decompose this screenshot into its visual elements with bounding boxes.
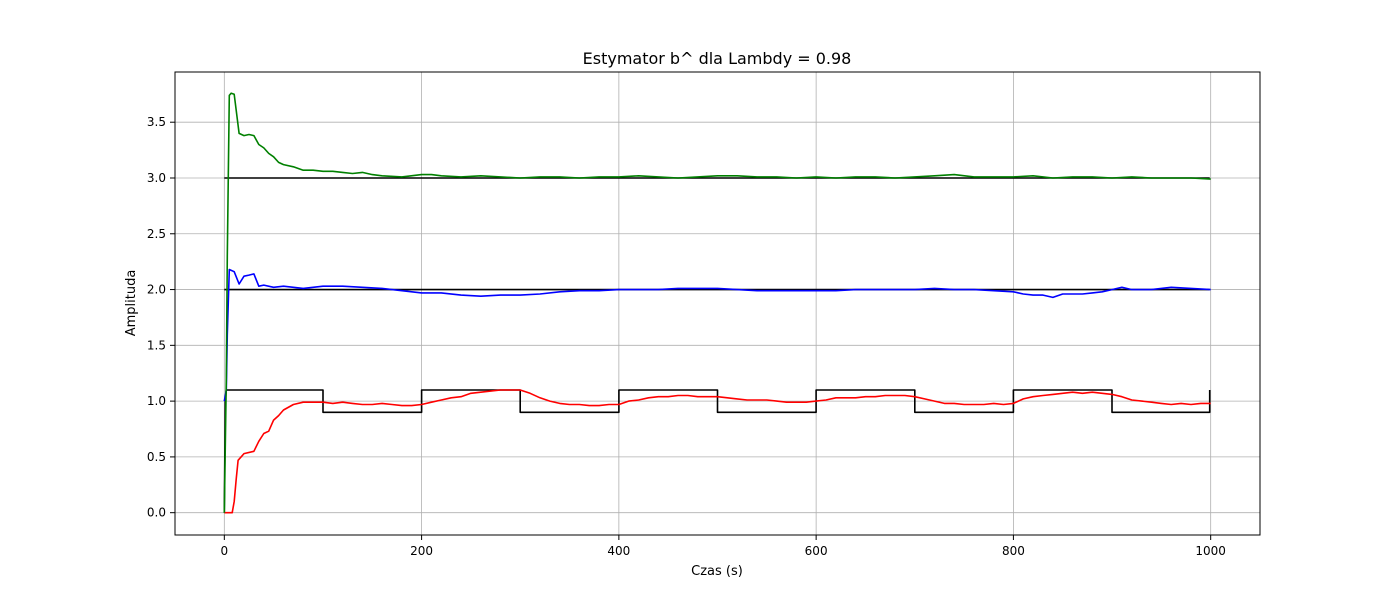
x-axis-ticks: 0 200 400 600 800 1000	[220, 535, 1226, 558]
y-tick-label: 1.5	[147, 338, 166, 352]
x-tick-label: 600	[805, 544, 828, 558]
y-tick-label: 0.5	[147, 450, 166, 464]
series-line-0	[223, 389, 1211, 513]
x-tick-label: 800	[1002, 544, 1025, 558]
chart-title: Estymator b^ dla Lambdy = 0.98	[583, 49, 852, 68]
series-lines	[223, 92, 1211, 514]
grid	[175, 72, 1260, 535]
y-tick-label: 3.0	[147, 171, 166, 185]
y-tick-label: 2.0	[147, 283, 166, 297]
series-line-4	[223, 268, 1211, 402]
plot-frame	[174, 71, 1261, 536]
y-tick-label: 3.5	[147, 115, 166, 129]
x-tick-label: 200	[410, 544, 433, 558]
x-tick-label: 0	[220, 544, 228, 558]
y-tick-label: 0.0	[147, 506, 166, 520]
series-line-3	[224, 389, 1211, 514]
y-tick-label: 1.0	[147, 394, 166, 408]
series-line-5	[223, 92, 1211, 513]
y-axis-label: Amplituda	[124, 270, 139, 337]
x-tick-label: 400	[607, 544, 630, 558]
x-tick-label: 1000	[1195, 544, 1226, 558]
y-axis-ticks: 0.0 0.5 1.0 1.5 2.0 2.5 3.0 3.5	[147, 115, 175, 520]
y-tick-label: 2.5	[147, 227, 166, 241]
x-axis-label: Czas (s)	[691, 564, 743, 579]
